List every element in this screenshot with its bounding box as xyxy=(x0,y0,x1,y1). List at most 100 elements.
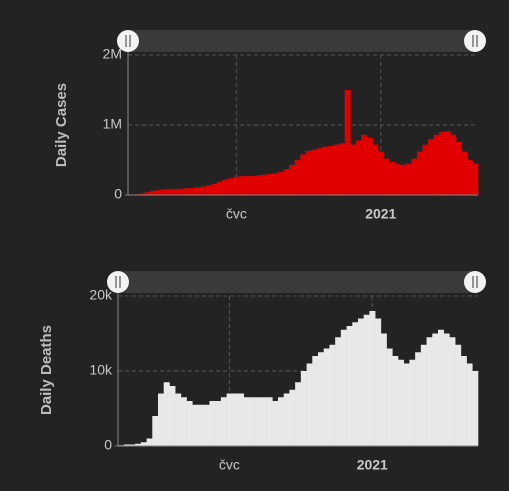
bar xyxy=(416,151,423,195)
bar xyxy=(420,344,427,446)
bar xyxy=(322,146,329,195)
bar xyxy=(289,389,296,446)
bar xyxy=(211,183,218,195)
bar xyxy=(340,329,347,446)
x-tick-label: 2021 xyxy=(365,206,396,222)
bar xyxy=(350,144,357,195)
bar xyxy=(443,333,450,446)
bar xyxy=(278,171,284,195)
bar xyxy=(255,175,262,195)
bar xyxy=(472,371,479,446)
bar xyxy=(472,163,479,195)
bar xyxy=(295,382,302,446)
bar xyxy=(228,178,234,195)
range-slider-track[interactable] xyxy=(128,30,478,52)
bar xyxy=(203,404,210,446)
bar xyxy=(466,363,473,446)
bar xyxy=(155,190,162,195)
bar xyxy=(369,311,376,446)
range-slider-handle[interactable] xyxy=(464,30,486,52)
bar xyxy=(209,401,216,446)
bar xyxy=(363,314,370,446)
bar xyxy=(158,393,165,446)
bar xyxy=(422,144,429,195)
bar xyxy=(243,397,250,446)
bar xyxy=(161,189,168,195)
range-slider-handle[interactable] xyxy=(117,30,139,52)
bar xyxy=(449,337,456,446)
bar xyxy=(272,401,279,446)
bar xyxy=(335,337,342,446)
bar xyxy=(378,151,384,195)
bar xyxy=(409,359,416,446)
bar xyxy=(278,397,285,446)
bar xyxy=(180,397,187,446)
bar xyxy=(220,397,227,446)
bar xyxy=(346,326,353,446)
bar xyxy=(215,401,222,446)
y-tick-label: 2M xyxy=(103,46,122,62)
bar xyxy=(426,337,433,446)
bar xyxy=(123,444,130,446)
bar xyxy=(144,192,151,195)
bar xyxy=(205,185,212,195)
bar xyxy=(250,176,257,195)
bar xyxy=(386,348,393,446)
bar xyxy=(189,188,195,195)
bar xyxy=(339,143,345,195)
bar xyxy=(405,163,412,195)
bar xyxy=(244,176,251,195)
x-tick-label: 2021 xyxy=(357,457,388,473)
y-tick-label: 0 xyxy=(104,437,112,453)
bar xyxy=(222,179,229,195)
bar xyxy=(358,318,365,446)
bar xyxy=(306,363,313,446)
bar xyxy=(455,344,462,446)
bar xyxy=(383,158,390,195)
y-axis-title: Daily Deaths xyxy=(38,325,55,415)
y-tick-label: 1M xyxy=(103,116,122,132)
bar xyxy=(249,397,256,446)
bar xyxy=(266,397,273,446)
bar xyxy=(398,359,405,446)
bar xyxy=(169,386,176,446)
bar xyxy=(255,397,262,446)
range-slider-track[interactable] xyxy=(118,271,478,293)
bar xyxy=(415,352,422,446)
bar xyxy=(439,132,445,195)
bar xyxy=(140,442,147,446)
bar xyxy=(466,160,473,195)
bar xyxy=(438,329,445,446)
bar xyxy=(460,356,467,446)
bar xyxy=(389,162,395,195)
bar xyxy=(238,393,245,446)
bar xyxy=(192,404,199,446)
bar xyxy=(283,393,290,446)
bar xyxy=(200,186,207,195)
bar xyxy=(312,356,319,446)
y-tick-label: 20k xyxy=(89,287,113,303)
range-slider-handle[interactable] xyxy=(464,271,486,293)
bar xyxy=(183,188,190,195)
bar xyxy=(152,416,159,446)
range-slider-handle[interactable] xyxy=(107,271,129,293)
bar xyxy=(329,344,336,446)
bar xyxy=(375,318,382,446)
bar xyxy=(232,393,239,446)
bar xyxy=(366,137,373,195)
bar xyxy=(233,176,240,195)
bar xyxy=(394,164,401,195)
bar xyxy=(266,174,273,195)
y-tick-label: 0 xyxy=(114,186,122,202)
bar xyxy=(316,148,323,195)
bar xyxy=(380,333,387,446)
bar xyxy=(400,164,407,195)
bar xyxy=(333,144,340,195)
bar xyxy=(294,160,301,195)
y-tick-label: 10k xyxy=(89,362,113,378)
bar xyxy=(198,404,205,446)
bar xyxy=(261,174,268,195)
bar xyxy=(239,176,245,195)
